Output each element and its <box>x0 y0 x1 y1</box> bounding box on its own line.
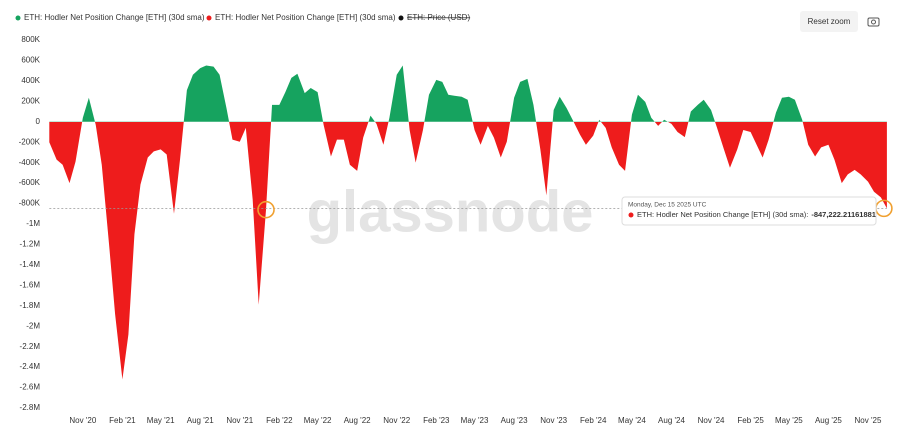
watermark: glassnode <box>307 179 594 244</box>
x-tick-label: May '24 <box>618 416 646 425</box>
legend-label[interactable]: ETH: Price (USD) <box>407 13 470 22</box>
x-tick-label: Feb '21 <box>109 416 136 425</box>
tooltip-box <box>621 196 877 226</box>
y-tick-label: -2.8M <box>20 403 41 412</box>
y-tick-label: -400K <box>19 158 41 167</box>
x-tick-label: May '22 <box>304 416 332 425</box>
legend-marker[interactable] <box>206 15 212 21</box>
x-tick-label: Nov '25 <box>855 416 882 425</box>
y-tick-label: 800K <box>21 35 40 44</box>
legend-label[interactable]: ETH: Hodler Net Position Change [ETH] (3… <box>24 13 205 22</box>
x-tick-label: Feb '25 <box>737 416 764 425</box>
reset-zoom-label[interactable]: Reset zoom <box>808 17 851 26</box>
legend-label[interactable]: ETH: Hodler Net Position Change [ETH] (3… <box>215 13 396 22</box>
x-tick-label: Aug '22 <box>344 416 371 425</box>
tooltip-value: -847,222.21161881 <box>811 210 876 219</box>
x-tick-label: Nov '21 <box>226 416 253 425</box>
y-tick-label: -200K <box>19 137 41 146</box>
legend-marker[interactable] <box>398 15 404 21</box>
y-tick-label: -2.6M <box>20 383 41 392</box>
y-tick-label: -1.2M <box>20 240 41 249</box>
x-tick-label: Nov '23 <box>540 416 567 425</box>
x-tick-label: Nov '20 <box>69 416 96 425</box>
y-tick-label: -800K <box>19 199 41 208</box>
y-tick-label: -1.6M <box>20 280 41 289</box>
y-tick-label: 0 <box>36 117 41 126</box>
y-tick-label: 400K <box>21 76 40 85</box>
tooltip-title: Monday, Dec 15 2025 UTC <box>628 202 707 209</box>
tooltip-text: ETH: Hodler Net Position Change [ETH] (3… <box>637 210 876 219</box>
tooltip-marker <box>628 212 634 218</box>
reset-zoom-button[interactable] <box>800 11 858 32</box>
y-tick-label: -1M <box>26 219 40 228</box>
x-tick-label: Feb '22 <box>266 416 293 425</box>
x-tick-label: Aug '25 <box>815 416 842 425</box>
x-tick-label: Nov '24 <box>698 416 725 425</box>
x-tick-label: Aug '23 <box>501 416 528 425</box>
y-tick-label: -2.4M <box>20 362 41 371</box>
y-tick-label: -600K <box>19 178 41 187</box>
x-tick-label: May '25 <box>775 416 803 425</box>
y-tick-label: 200K <box>21 96 40 105</box>
x-tick-label: Feb '23 <box>423 416 450 425</box>
legend-marker[interactable] <box>15 15 21 21</box>
x-tick-label: Nov '22 <box>383 416 410 425</box>
y-tick-label: -1.8M <box>20 301 41 310</box>
area <box>49 65 887 380</box>
y-tick-label: -2M <box>26 321 40 330</box>
x-tick-label: May '23 <box>461 416 489 425</box>
tooltip-series: ETH: Hodler Net Position Change [ETH] (3… <box>637 210 808 219</box>
export-icon[interactable] <box>867 17 880 27</box>
highlight-circle <box>257 200 275 219</box>
y-tick-label: -1.4M <box>20 260 41 269</box>
x-tick-label: Aug '21 <box>187 416 214 425</box>
x-tick-label: Feb '24 <box>580 416 607 425</box>
y-tick-label: -2.2M <box>20 342 41 351</box>
x-tick-label: Aug '24 <box>658 416 685 425</box>
y-tick-label: 600K <box>21 56 40 65</box>
x-tick-label: May '21 <box>147 416 175 425</box>
